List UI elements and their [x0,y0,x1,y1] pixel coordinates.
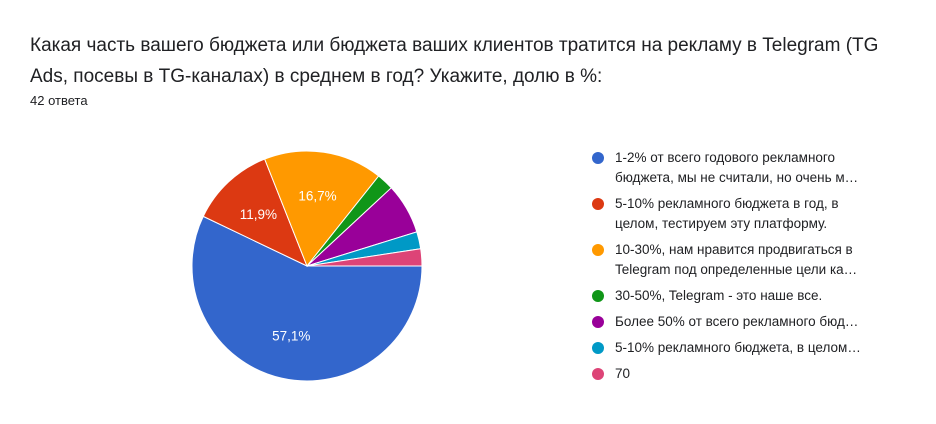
legend-swatch-icon [592,368,604,380]
legend-swatch-icon [592,316,604,328]
pie-slice-2[interactable] [202,158,308,268]
legend-label-line: 30-50%, Telegram - это наше все. [615,288,823,303]
legend-item-1[interactable]: 1-2% от всего годового рекламного бюджета… [592,148,922,188]
legend-item-4[interactable]: 30-50%, Telegram - это наше все. [592,286,922,306]
pie-slice-3[interactable] [264,150,380,267]
response-count: 42 ответа [30,93,88,108]
pie-slice-7[interactable] [306,248,423,267]
legend-swatch-icon [592,198,604,210]
legend-label-line: Более 50% от всего рекламного бюд… [615,314,859,329]
legend-item-3[interactable]: 10-30%, нам нравится продвигаться в Teleg… [592,240,922,280]
legend-label-line: целом, тестируем эту платформу. [615,216,828,231]
question-title: Какая часть вашего бюджета или бюджета в… [30,35,879,87]
slice-label-3: 16,7% [298,188,336,203]
legend-item-7[interactable]: 70 [592,364,922,384]
legend-label-line: 1-2% от всего годового рекламного [615,150,836,165]
legend-label-line: 10-30%, нам нравится продвигаться в [615,242,853,257]
legend-item-5[interactable]: Более 50% от всего рекламного бюд… [592,312,922,332]
chart-legend: 1-2% от всего годового рекламного бюджета… [592,148,922,390]
legend-item-2[interactable]: 5-10% рекламного бюджета в год, в целом, … [592,194,922,234]
pie-chart: 57,1% 11,9% 16,7% [191,150,423,382]
pie-slice-1[interactable] [191,215,423,382]
legend-label-line: бюджета, мы не считали, но очень м… [615,170,859,185]
legend-swatch-icon [592,342,604,354]
legend-label-line: 5-10% рекламного бюджета в год, в [615,196,839,211]
slice-label-1: 57,1% [272,329,310,344]
legend-label-line: Telegram под определенные цели ка… [615,262,858,277]
legend-swatch-icon [592,152,604,164]
legend-label-line: 5-10% рекламного бюджета, в целом… [615,340,861,355]
legend-label-line: 70 [615,366,631,381]
slice-label-2: 11,9% [240,207,277,222]
legend-item-6[interactable]: 5-10% рекламного бюджета, в целом… [592,338,922,358]
legend-swatch-icon [592,290,604,302]
legend-swatch-icon [592,244,604,256]
